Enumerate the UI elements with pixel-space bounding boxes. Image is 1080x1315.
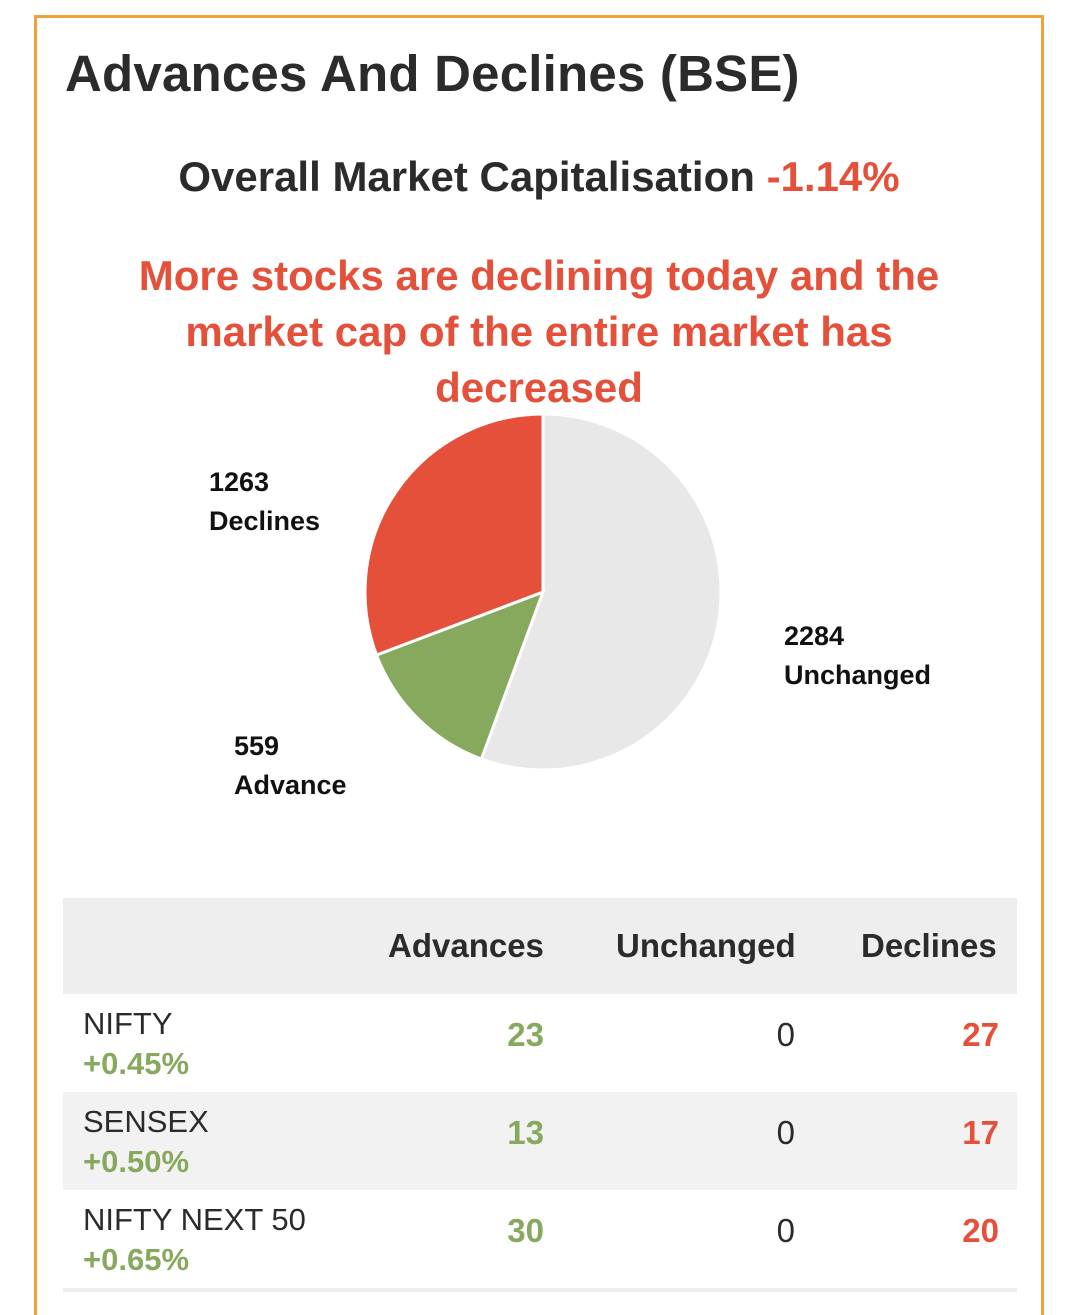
index-change: +0.45% xyxy=(83,1046,190,1081)
declines-count: 27 xyxy=(962,1016,999,1053)
pie-label-unchanged: 2284 Unchanged xyxy=(784,617,931,695)
unchanged-count: 0 xyxy=(776,1212,795,1249)
table-row: NIFTY NEXT 50 +0.65% 30 0 20 xyxy=(63,1190,1017,1288)
index-change: +0.50% xyxy=(83,1144,190,1179)
pie-slice-unchanged xyxy=(479,412,723,772)
pie-chart-area: 1263 Declines 2284 Unchanged 559 Advance xyxy=(37,18,1041,878)
declines-count: 20 xyxy=(962,1212,999,1249)
unchanged-count: 0 xyxy=(776,1016,795,1053)
index-breadth-table: Advances Unchanged Declines NIFTY +0.45%… xyxy=(63,898,1017,1292)
market-cap-line: Overall Market Capitalisation -1.14% xyxy=(37,153,1041,201)
pie-label-declines: 1263 Declines xyxy=(209,463,320,541)
market-cap-value: -1.14% xyxy=(766,153,900,200)
index-name: NIFTY NEXT 50 xyxy=(83,1202,306,1237)
pie-label-advance: 559 Advance xyxy=(234,727,347,805)
card-title: Advances And Declines (BSE) xyxy=(65,45,800,102)
pie-chart xyxy=(363,412,723,772)
market-cap-label: Overall Market Capitalisation xyxy=(178,153,755,200)
table-header: Advances Unchanged Declines xyxy=(63,898,1017,994)
index-name: SENSEX xyxy=(83,1104,209,1139)
advances-count: 13 xyxy=(507,1114,544,1151)
pie-label-advance-name: Advance xyxy=(234,770,347,800)
index-name: NIFTY xyxy=(83,1006,173,1041)
pie-label-unchanged-value: 2284 xyxy=(784,621,845,651)
pie-label-unchanged-name: Unchanged xyxy=(784,660,932,690)
table-bottom-rule xyxy=(63,1288,1017,1292)
declines-count: 17 xyxy=(962,1114,999,1151)
advances-count: 23 xyxy=(507,1016,544,1053)
index-change: +0.65% xyxy=(83,1242,190,1277)
table-row: SENSEX +0.50% 13 0 17 xyxy=(63,1092,1017,1190)
header-advances: Advances xyxy=(388,927,544,964)
pie-label-advance-value: 559 xyxy=(234,731,280,761)
unchanged-count: 0 xyxy=(776,1114,795,1151)
header-unchanged: Unchanged xyxy=(616,927,796,964)
pie-label-declines-value: 1263 xyxy=(209,467,270,497)
table-row: NIFTY +0.45% 23 0 27 xyxy=(63,994,1017,1092)
advances-declines-card: Advances And Declines (BSE) Overall Mark… xyxy=(34,15,1044,1315)
pie-slice-declines xyxy=(363,412,545,657)
advances-count: 30 xyxy=(507,1212,544,1249)
pie-label-declines-name: Declines xyxy=(209,506,321,536)
header-declines: Declines xyxy=(861,927,997,964)
market-headline: More stocks are declining today and the … xyxy=(138,252,940,411)
pie-slice-advance xyxy=(374,589,546,761)
